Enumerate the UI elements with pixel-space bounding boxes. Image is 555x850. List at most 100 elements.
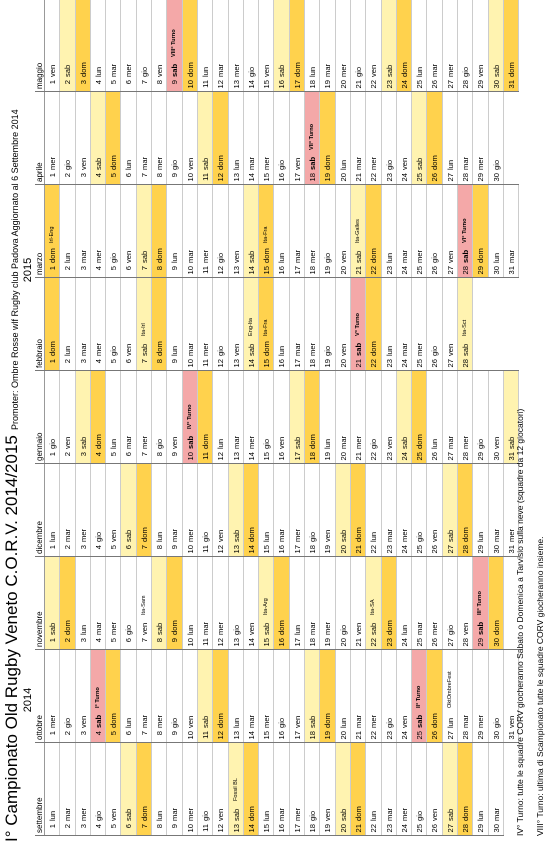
weekday-name: gio <box>430 345 440 356</box>
weekday-name: lun <box>124 159 134 170</box>
day-cell: 25 dom <box>412 371 428 463</box>
day-cell: 17 mer <box>289 464 306 556</box>
day-cell: 4 mer <box>90 185 107 277</box>
day-number: 25 <box>415 359 425 368</box>
weekday-name: mar <box>139 714 149 728</box>
day-number: 3 <box>78 638 88 643</box>
weekday-name: mar <box>415 621 425 635</box>
month-header: marzo <box>35 185 45 277</box>
day-cell: 2 lun <box>60 185 76 277</box>
day-number: 21 <box>353 638 363 647</box>
day-cell: 17 ven <box>289 650 306 742</box>
day-number: 3 <box>78 545 88 550</box>
weekday-name: gio <box>216 345 226 356</box>
day-number: 24 <box>399 266 409 275</box>
day-number: 23 <box>384 80 394 89</box>
weekday-name: mer <box>369 156 379 170</box>
day-cell: 21 mar <box>350 92 367 184</box>
day-number: 22 <box>369 452 379 461</box>
weekday-name: sab <box>308 156 318 170</box>
day-cell: 18 sab <box>305 650 321 742</box>
weekday-name: ven <box>124 250 134 263</box>
day-number: 4 <box>93 266 103 271</box>
event-label: III° Turno <box>477 591 484 615</box>
weekday-name: ven <box>353 622 363 635</box>
day-cell: 10 dom <box>182 0 198 91</box>
day-number: 25 <box>415 80 425 89</box>
weekday-name: lun <box>476 531 486 542</box>
day-cell: 11 gio <box>197 743 214 835</box>
day-cell: 21 sab V° Turno <box>350 278 367 370</box>
day-cell: 19 dom <box>320 92 336 184</box>
day-cell: 8 dom <box>152 185 168 277</box>
day-cell: 29 gio <box>473 371 489 463</box>
weekday-name: sab <box>78 436 88 449</box>
day-number: 10 <box>185 731 195 740</box>
day-cell: 16 gio <box>274 92 290 184</box>
day-cell: 2 gio <box>60 92 76 184</box>
weekday-name: lun <box>63 345 73 356</box>
weekday-name: dom <box>384 620 394 635</box>
day-number: 2 <box>63 545 73 550</box>
weekday-name: lun <box>200 66 210 77</box>
day-number: 9 <box>170 545 180 550</box>
day-number: 6 <box>124 266 134 271</box>
day-cell: 20 ven <box>335 185 351 277</box>
weekday-name: gio <box>369 438 379 449</box>
weekday-name: gio <box>338 624 348 635</box>
day-cell: 26 gio <box>427 278 443 370</box>
day-cell: 4 mer <box>90 278 107 370</box>
day-number: 17 <box>292 638 302 647</box>
day-number: 25 <box>415 266 425 275</box>
weekday-name: dom <box>200 434 210 449</box>
day-cell: 12 gio <box>213 185 229 277</box>
day-cell: 8 lun <box>152 464 168 556</box>
weekday-name: sab <box>246 250 256 263</box>
weekday-name: mer <box>415 342 425 356</box>
weekday-name: mer <box>461 435 471 449</box>
day-cell: 6 ven <box>121 278 137 370</box>
weekday-name: mar <box>63 807 73 821</box>
weekday-name: sab <box>369 622 379 635</box>
day-cell: 14 dom <box>243 743 260 835</box>
day-number: 8 <box>155 731 165 736</box>
day-cell: 25 mer <box>412 278 428 370</box>
day-cell: 3 dom <box>75 0 91 91</box>
day-number: 13 <box>231 638 241 647</box>
day-number: 3 <box>78 359 88 364</box>
weekday-name: sab <box>415 714 425 728</box>
weekday-name: mar <box>246 714 256 728</box>
day-cell: 10 lun <box>182 557 198 649</box>
day-cell: 21 ven <box>350 557 367 649</box>
weekday-name: sab <box>353 250 363 263</box>
day-cell: 29 dom <box>473 185 489 277</box>
weekday-name: ven <box>155 64 165 77</box>
day-number: 9 <box>170 80 180 85</box>
day-number: 11 <box>200 545 210 553</box>
day-cell: 23 lun <box>381 185 397 277</box>
day-number: 13 <box>231 452 241 461</box>
day-cell: 18 sab VII° Turno <box>305 92 321 184</box>
weekday-name: mer <box>445 63 455 77</box>
day-number: 28 <box>461 266 471 275</box>
day-number: 18 <box>308 80 318 89</box>
day-cell: 23 mar <box>381 743 397 835</box>
day-number: 20 <box>338 80 348 89</box>
weekday-name: dom <box>262 248 272 263</box>
day-cell: 24 mar <box>396 185 413 277</box>
day-cell: 26 gio <box>427 185 443 277</box>
weekday-name: dom <box>48 341 57 356</box>
weekday-name: mer <box>185 807 195 821</box>
day-number: 22 <box>369 80 379 89</box>
day-cell: 2 lun <box>60 278 76 370</box>
day-cell: 3 ven <box>75 92 91 184</box>
weekday-name: mar <box>461 156 471 170</box>
day-cell: 3 mar <box>75 278 91 370</box>
day-cell: 12 dom <box>213 650 229 742</box>
day-number: 25 <box>415 731 425 740</box>
day-cell: 17 mar <box>289 278 306 370</box>
day-cell: 21 mar <box>350 650 367 742</box>
weekday-name: ven <box>461 622 471 635</box>
weekday-name: mer <box>48 156 57 170</box>
day-number: 21 <box>353 824 363 833</box>
